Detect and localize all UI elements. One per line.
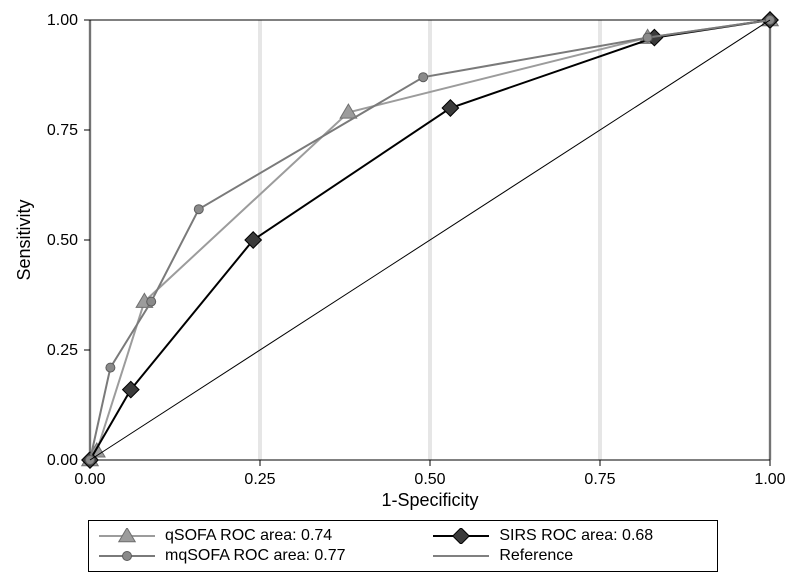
chart-canvas: 0.00 0.25 0.50 0.75 1.00 1-Specificity 0.00 0.2…	[0, 0, 800, 588]
legend-item-sirs: SIRS ROC area: 0.68	[433, 527, 707, 545]
svg-text:1.00: 1.00	[47, 12, 78, 29]
x-axis-title: 1-Specificity	[381, 490, 478, 510]
svg-text:0.00: 0.00	[74, 471, 105, 488]
roc-chart: 0.00 0.25 0.50 0.75 1.00 1-Specificity 0.00 0.2…	[0, 0, 800, 588]
legend-label: qSOFA ROC area: 0.74	[165, 527, 332, 545]
legend-item-mqsofa: mqSOFA ROC area: 0.77	[99, 547, 399, 565]
svg-text:0.25: 0.25	[47, 342, 78, 359]
y-axis-title: Sensitivity	[14, 199, 34, 280]
svg-text:0.00: 0.00	[47, 452, 78, 469]
legend-item-reference: Reference	[433, 547, 707, 565]
legend: qSOFA ROC area: 0.74 SIRS ROC area: 0.68 m…	[88, 520, 718, 572]
svg-text:0.25: 0.25	[244, 471, 275, 488]
svg-text:0.75: 0.75	[584, 471, 615, 488]
svg-text:0.50: 0.50	[47, 232, 78, 249]
legend-item-qsofa: qSOFA ROC area: 0.74	[99, 527, 399, 545]
legend-label: mqSOFA ROC area: 0.77	[165, 547, 346, 565]
svg-text:0.50: 0.50	[414, 471, 445, 488]
svg-text:1.00: 1.00	[754, 471, 785, 488]
svg-text:0.75: 0.75	[47, 122, 78, 139]
legend-label: Reference	[499, 547, 573, 565]
legend-label: SIRS ROC area: 0.68	[499, 527, 653, 545]
